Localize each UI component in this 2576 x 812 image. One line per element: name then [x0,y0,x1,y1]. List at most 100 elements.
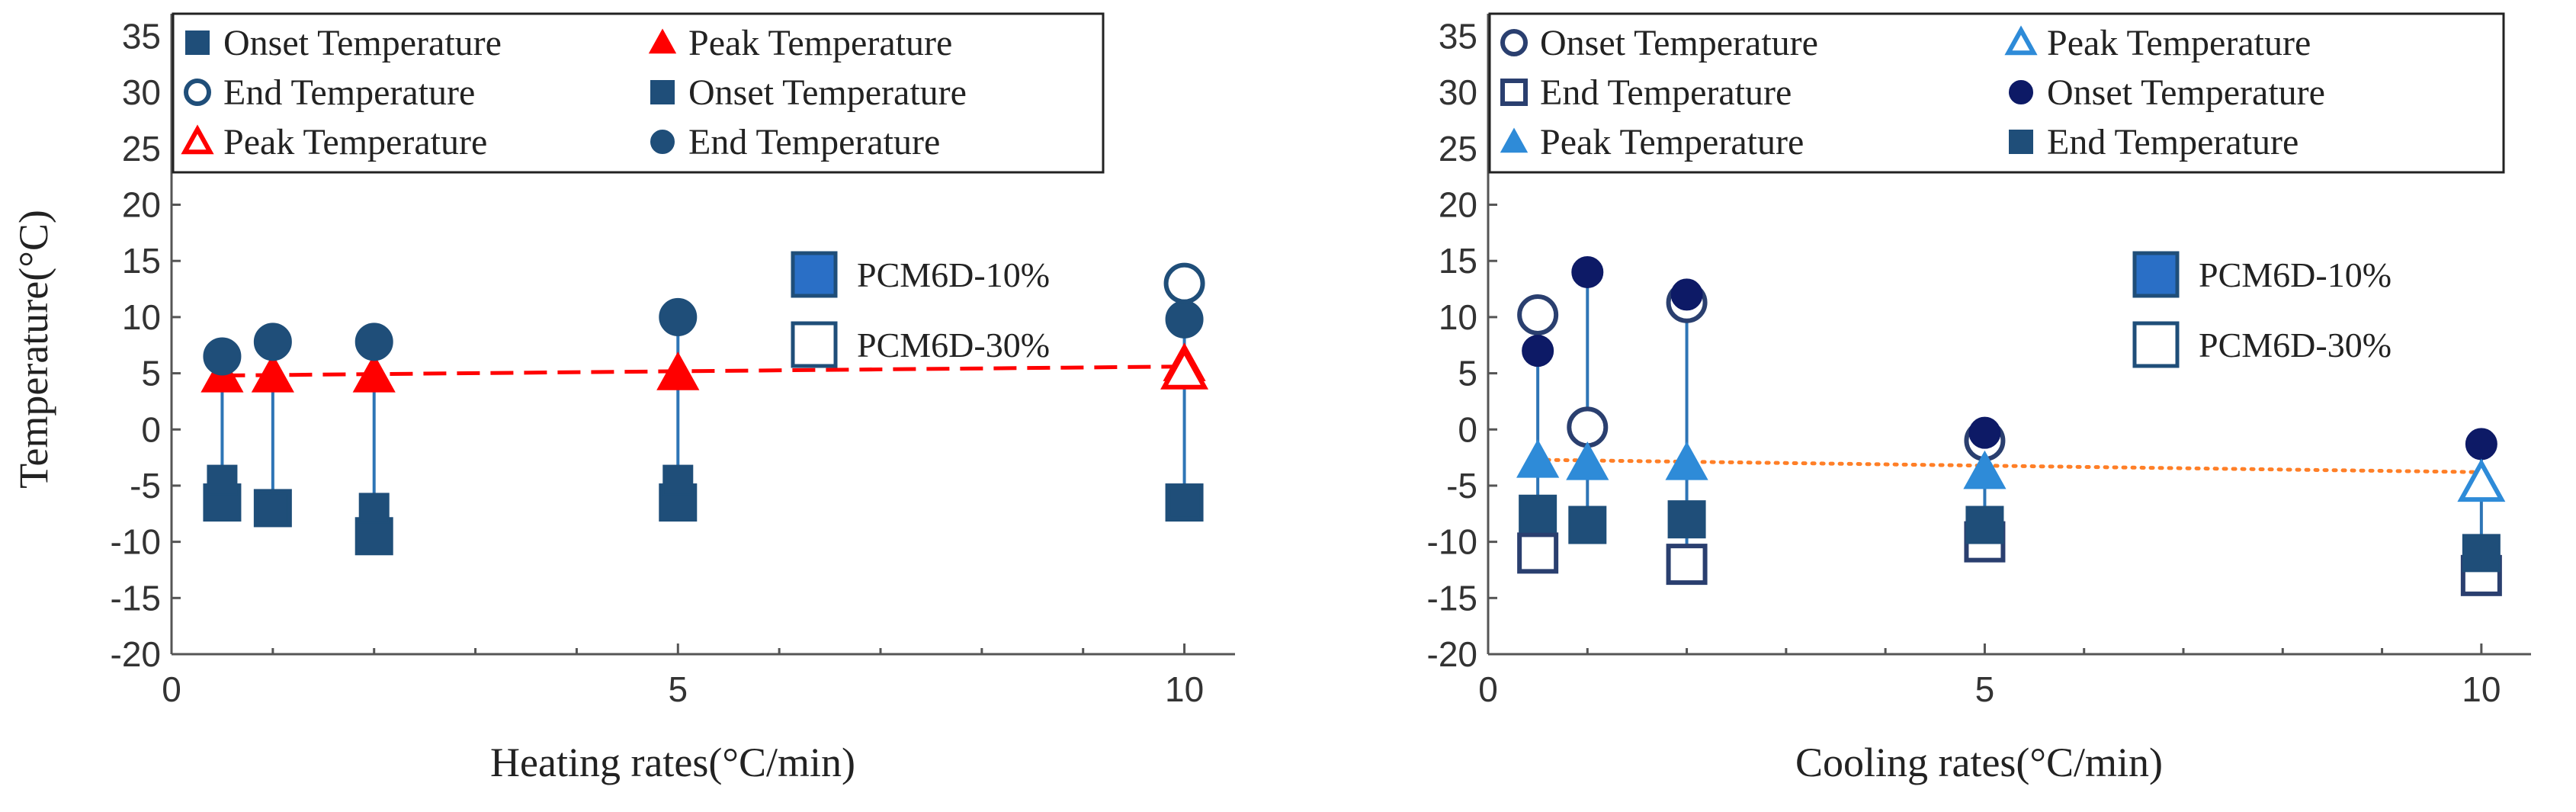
x-tick-label: 5 [1975,669,1995,709]
y-tick-label: 10 [122,297,161,337]
legend-marker [2004,25,2038,56]
y-tick-label: 30 [1439,72,1477,112]
sample-legend-swatch [2132,251,2180,298]
sample-legend-swatch [791,251,838,298]
legend-label: End Temperature [223,72,475,113]
data-point [1566,441,1609,480]
legend-marker [648,28,677,54]
data-point [1666,544,1708,586]
legend-marker [1500,127,1529,153]
legend-label: Onset Temperature [1540,23,1818,63]
legend-label: Onset Temperature [223,23,502,63]
legend-label: End Temperature [1540,72,1792,113]
x-axis-title: Cooling rates(°C/min) [1795,740,2163,785]
heating-rates-chart: -20 -15 -10 -5 0 5 10 15 20 25 30 35 0 5 10 Heating rat… [11,12,1235,785]
y-tick-label: 20 [122,185,161,225]
legend-label: Peak Temperature [2047,23,2311,63]
y-tick-label: -10 [1427,522,1477,562]
trendline [222,364,1185,378]
data-point [1163,262,1205,304]
data-point [1517,532,1559,574]
data-point [1567,406,1609,448]
sample-legend-swatch [2132,321,2180,368]
legend-label: End Temperature [688,122,940,162]
y-tick-label: 25 [122,129,161,168]
y-tick-label: -5 [1446,466,1477,505]
legend-marker [2009,80,2033,104]
legend-label: End Temperature [2047,122,2299,162]
data-point [354,517,393,556]
data-point [2465,428,2497,461]
y-tick-label: 35 [1439,16,1477,56]
y-tick-label: -10 [111,522,161,562]
y-tick-label: -15 [111,578,161,618]
data-point [2462,534,2501,573]
data-point [1665,441,1708,480]
x-tick-label: 0 [1478,669,1498,709]
y-tick-label: 0 [141,409,161,449]
data-point [1963,450,2007,489]
x-tick-label: 10 [2462,669,2501,709]
x-tick-label: 10 [1165,669,1204,709]
data-point [1165,300,1204,339]
data-point [257,493,288,524]
data-point [203,337,242,376]
y-tick-label: 25 [1439,129,1477,168]
data-point [1571,255,1604,288]
data-point [1522,335,1554,367]
data-point [2457,458,2506,502]
y-tick-label: 5 [141,354,161,393]
legend-marker [650,130,675,154]
y-tick-label: 35 [122,16,161,56]
data-point [251,354,294,393]
y-tick-label: 0 [1458,409,1477,449]
data-point [1169,487,1200,518]
sample-legend-swatch [791,321,838,368]
data-point [352,354,396,393]
legend-marker [181,124,214,155]
data-point [1968,416,2001,449]
y-tick-label: 20 [1439,185,1477,225]
data-point [1160,346,1209,390]
x-tick-label: 5 [668,669,688,709]
y-tick-label: -5 [130,466,161,505]
y-tick-label: -15 [1427,578,1477,618]
cooling-rates-chart: -20 -15 -10 -5 0 5 10 15 20 25 30 35 0 5 10 Cooling rat… [1427,12,2531,785]
data-point [358,493,390,524]
y-tick-label: 30 [122,72,161,112]
data-point [656,351,700,390]
legend-marker [1500,79,1528,106]
data-point [253,323,292,361]
y-tick-label: 15 [1439,241,1477,281]
y-tick-label: -20 [111,634,161,674]
y-tick-label: 15 [122,241,161,281]
data-point [1568,505,1607,544]
x-tick-label: 0 [162,669,181,709]
data-point [354,323,393,361]
y-tick-label: -20 [1427,634,1477,674]
data-point [659,297,698,336]
legend-marker [650,80,675,104]
data-point [1516,439,1560,478]
sample-legend-label: PCM6D-30% [857,326,1050,364]
data-point [662,464,694,496]
y-tick-label: 10 [1439,297,1477,337]
sample-legend-label: PCM6D-10% [2199,255,2392,294]
legend-marker [2009,130,2033,154]
legend-marker [1500,29,1528,56]
legend-label: Onset Temperature [2047,72,2325,113]
data-point [1667,500,1706,539]
legend-label: Peak Temperature [1540,122,1804,162]
y-axis-title: Temperature(°C) [11,210,56,489]
data-point [1670,278,1703,311]
x-axis-title: Heating rates(°C/min) [490,740,855,785]
y-tick-label: 5 [1458,354,1477,393]
legend-label: Peak Temperature [223,122,487,162]
legend-marker [184,79,211,106]
data-point [1965,505,2004,544]
legend-box [1488,12,2505,174]
data-point [207,464,238,496]
data-point [1517,294,1559,335]
legend-marker [185,30,210,55]
